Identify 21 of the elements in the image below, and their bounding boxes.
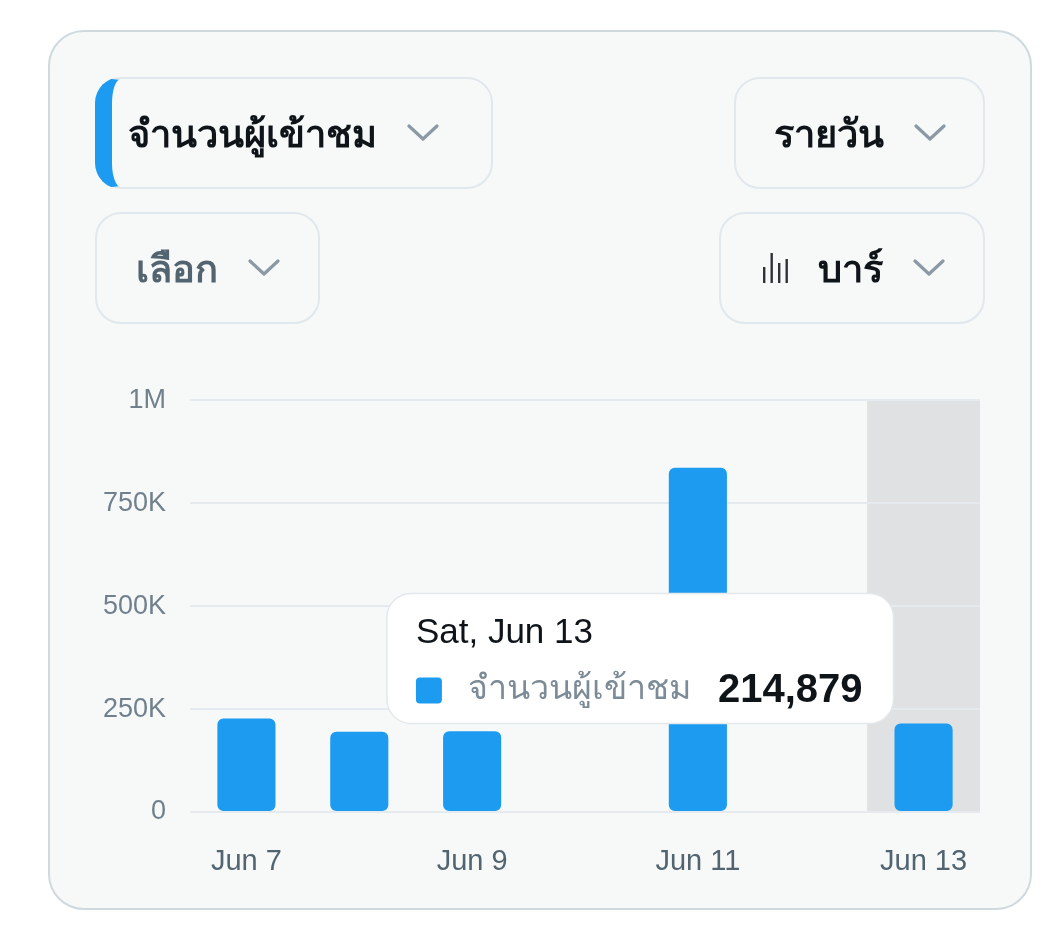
legend-label: จำนวนผู้เข้าชม: [467, 667, 691, 709]
x-tick-label: Jun 13: [880, 844, 968, 877]
annotation: 214,879: [717, 665, 863, 710]
y-tick-label: 0: [150, 795, 166, 826]
bar: [330, 731, 389, 811]
y-tick-label: 500K: [102, 589, 166, 620]
x-tick-label: Jun 9: [436, 844, 508, 877]
y-tick-label: 750K: [102, 486, 166, 517]
dropdown: เลือก: [95, 212, 320, 324]
dropdown: จำนวนผู้เข้าชม: [95, 77, 493, 189]
x-tick-label: Jun 7: [210, 844, 282, 877]
dropdown: บาร์: [719, 212, 985, 324]
y-tick-label: 250K: [102, 692, 166, 723]
bar: [894, 723, 953, 811]
y-tick-label: 1M: [128, 383, 166, 414]
annotation: Sat, Jun 13: [415, 611, 593, 651]
x-tick-label: Jun 11: [655, 844, 741, 877]
chart-title: จำนวนผู้เข้าชม: [128, 110, 377, 160]
dropdown: รายวัน: [734, 77, 985, 189]
bar: [217, 718, 276, 811]
bar: [443, 731, 502, 811]
